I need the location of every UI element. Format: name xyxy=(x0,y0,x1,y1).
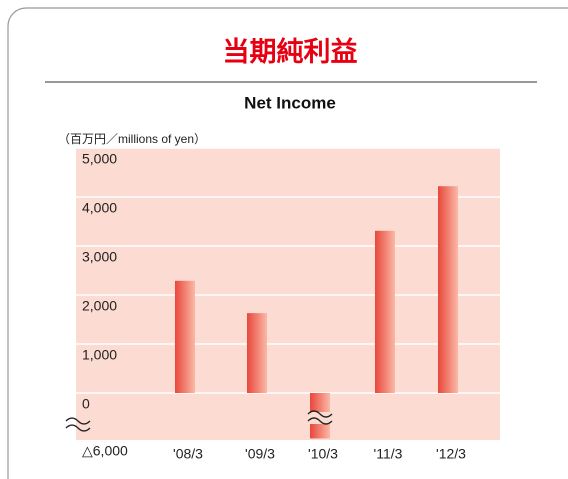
axis-break xyxy=(307,417,333,425)
y-tick-label: 2,000 xyxy=(82,298,117,314)
bar xyxy=(438,186,458,393)
bar xyxy=(375,230,395,393)
unit-label: （百万円／millions of yen） xyxy=(58,132,206,146)
x-tick-label: '08/3 xyxy=(173,446,203,462)
break-gap xyxy=(308,412,332,424)
axis-break xyxy=(65,424,91,432)
x-tick-label: '09/3 xyxy=(245,446,275,462)
y-tick-label: 3,000 xyxy=(82,249,117,265)
axis-break xyxy=(65,417,91,425)
bar xyxy=(175,280,195,393)
plot-area xyxy=(76,148,500,440)
y-tick-label: 4,000 xyxy=(82,200,117,216)
y-tick-label: 0 xyxy=(82,396,90,412)
bar xyxy=(247,313,267,393)
chart-title: 当期純利益 xyxy=(223,36,358,67)
x-tick-label: '11/3 xyxy=(374,446,403,462)
axis-break xyxy=(307,410,333,418)
y-tick-label: 1,000 xyxy=(82,347,117,363)
x-tick-label: '12/3 xyxy=(436,446,466,462)
y-tick-label: △6,000 xyxy=(82,443,128,459)
x-tick-label: '10/3 xyxy=(308,446,338,462)
chart-subtitle: Net Income xyxy=(244,93,336,112)
y-tick-label: 5,000 xyxy=(82,151,117,167)
